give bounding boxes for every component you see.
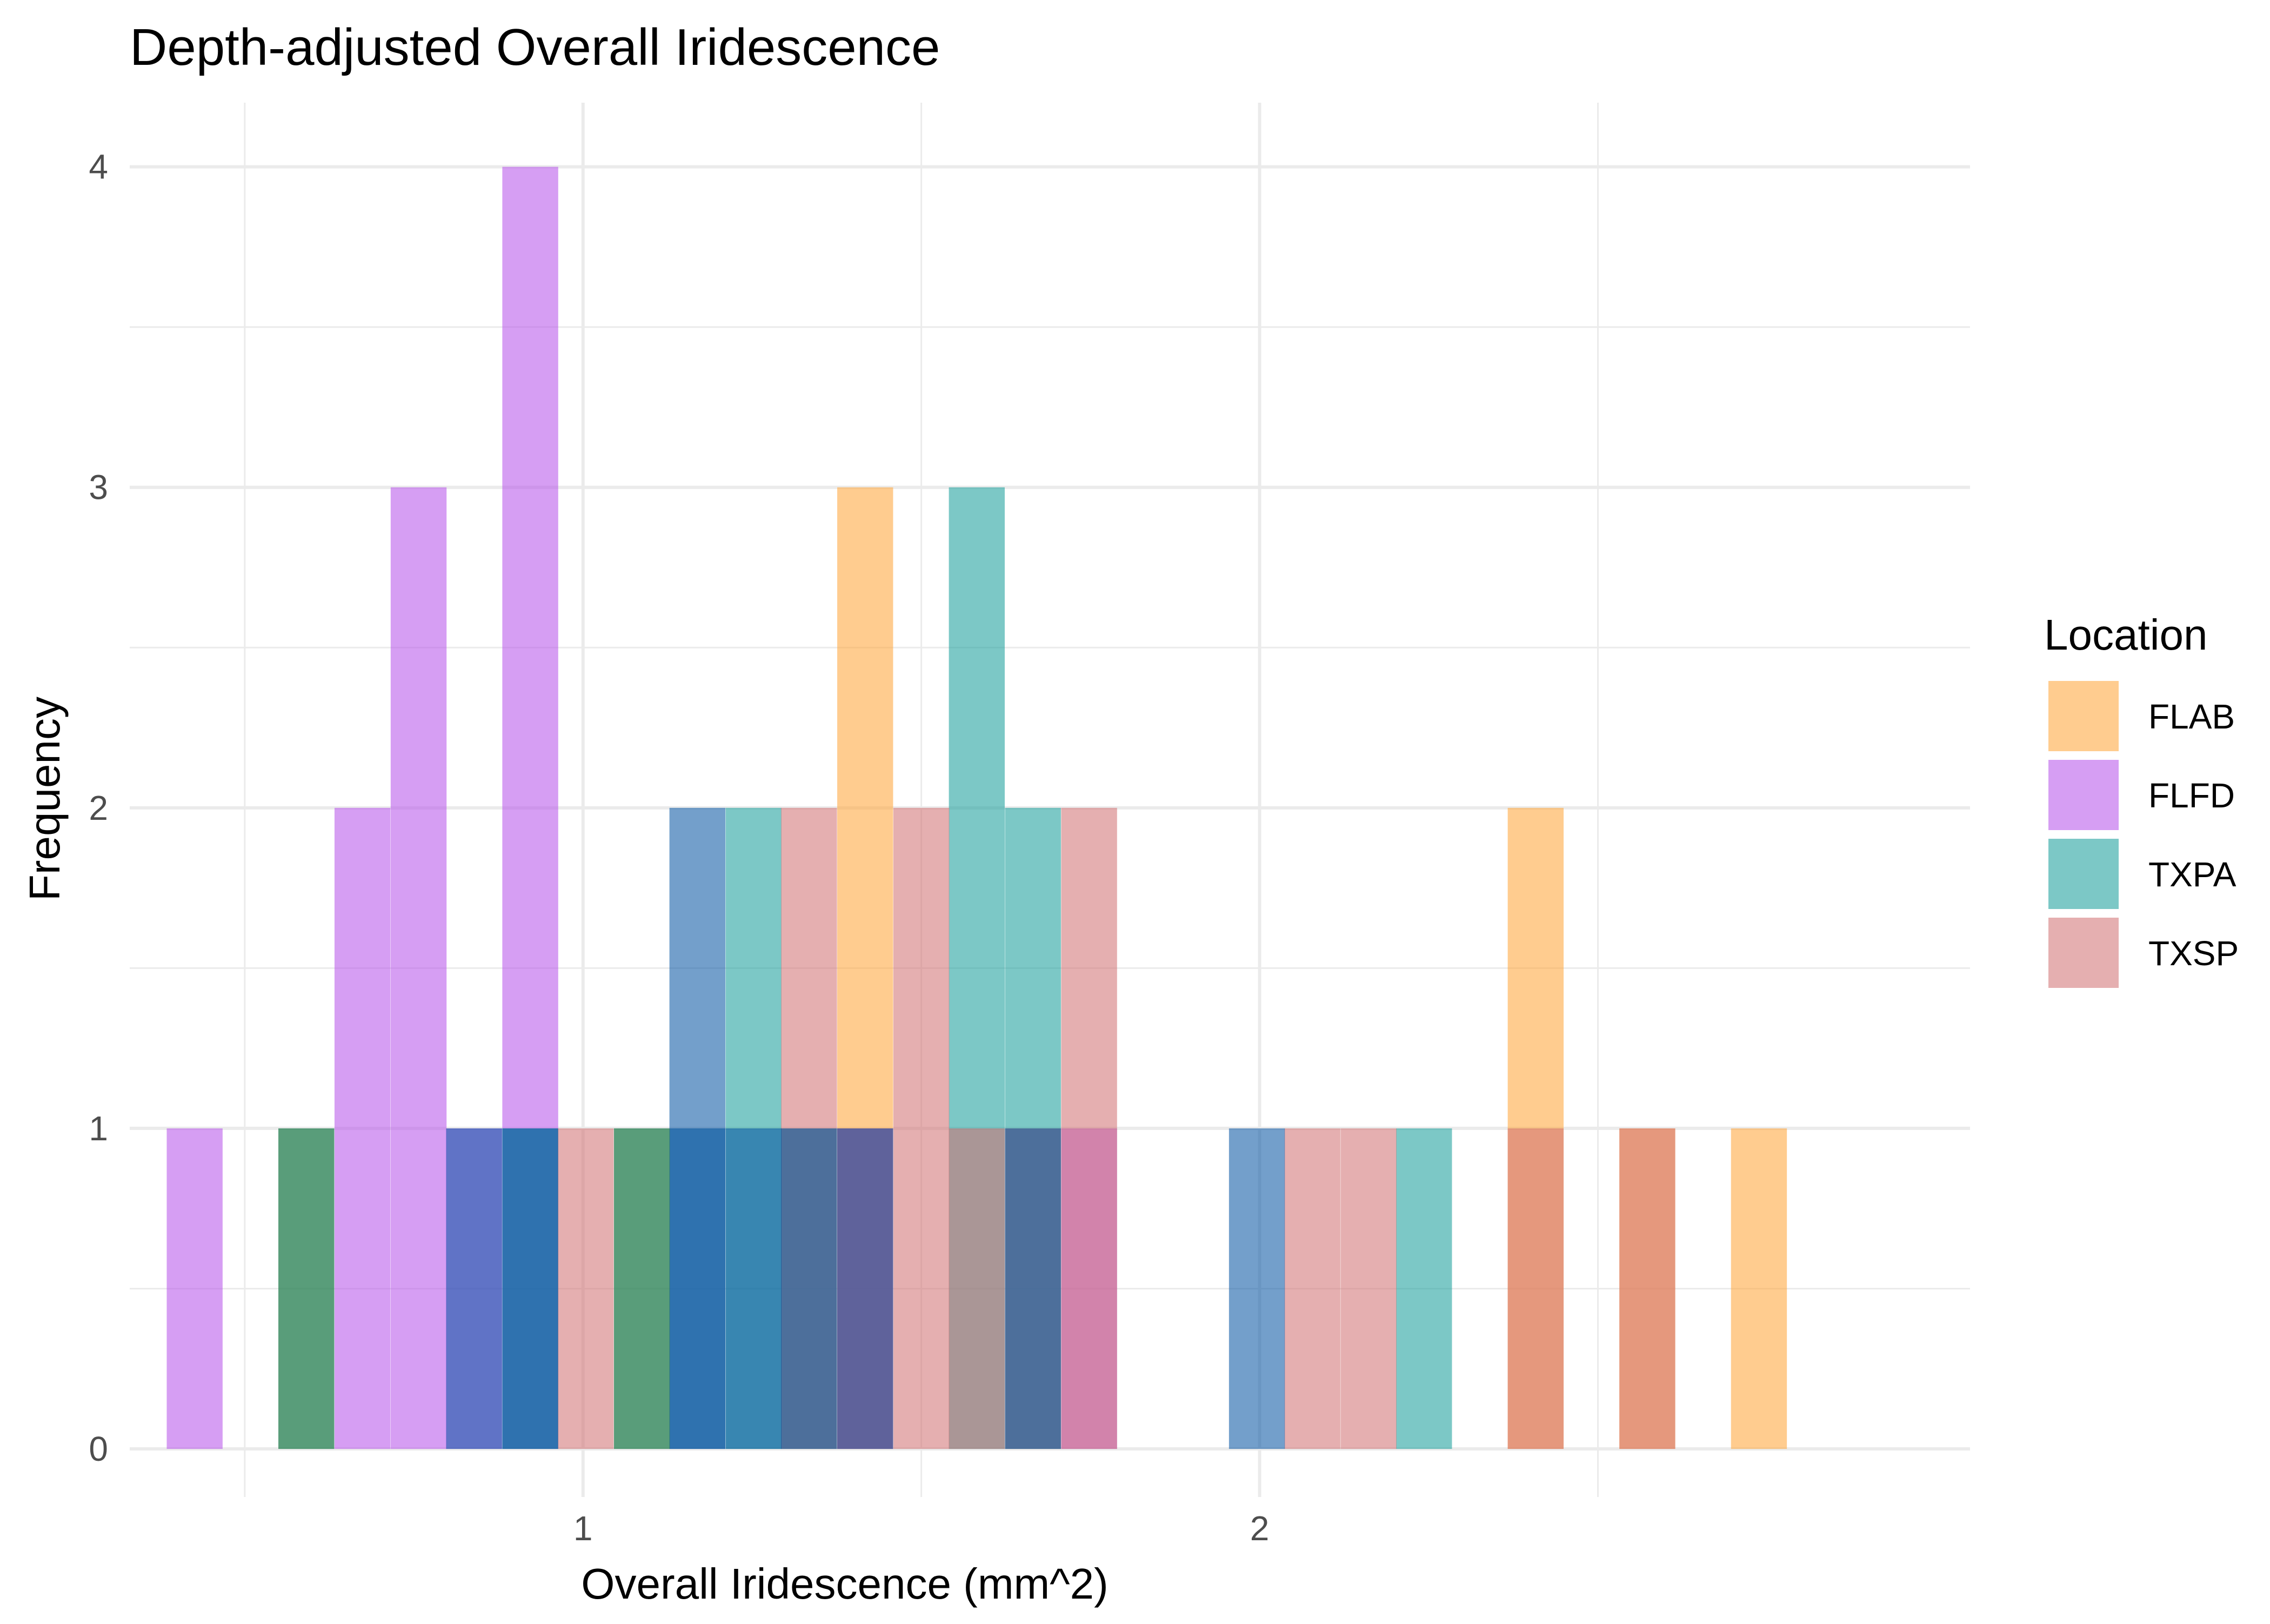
histogram-bar bbox=[446, 1128, 502, 1449]
histogram-bar bbox=[1005, 1128, 1061, 1449]
legend-label: TXSP bbox=[2148, 934, 2239, 973]
y-tick-label: 4 bbox=[89, 148, 108, 186]
x-tick-label: 1 bbox=[573, 1509, 593, 1548]
y-tick-label: 3 bbox=[89, 468, 108, 507]
legend-swatch bbox=[2048, 839, 2119, 909]
chart-title: Depth-adjusted Overall Iridescence bbox=[130, 18, 940, 76]
histogram-bar bbox=[1229, 1128, 1285, 1449]
legend-title: Location bbox=[2044, 611, 2207, 659]
legend: Location FLAB FLFD TXPA TXSP bbox=[2044, 611, 2239, 988]
legend-label: TXPA bbox=[2148, 855, 2236, 894]
histogram-bar bbox=[502, 1128, 558, 1449]
histogram-bar bbox=[949, 1128, 1005, 1449]
histogram-bar bbox=[558, 1128, 614, 1449]
ticks-layer: 1 2 0 1 2 3 4 bbox=[89, 148, 1269, 1548]
y-tick-label: 1 bbox=[89, 1109, 108, 1148]
x-axis-title: Overall Iridescence (mm^2) bbox=[581, 1560, 1109, 1608]
histogram-bar bbox=[334, 807, 391, 1449]
histogram-bar bbox=[669, 807, 725, 1449]
histogram-bar bbox=[1340, 1128, 1397, 1449]
histogram-bar bbox=[613, 1128, 670, 1449]
legend-swatch bbox=[2048, 918, 2119, 988]
histogram-bar bbox=[166, 1128, 223, 1449]
histogram-bar bbox=[1396, 1128, 1452, 1449]
histogram-bar bbox=[1507, 1128, 1564, 1449]
histogram-bar bbox=[1061, 807, 1117, 1449]
histogram-bar bbox=[893, 807, 950, 1449]
histogram-bar bbox=[278, 1128, 335, 1449]
y-axis-title: Frequency bbox=[21, 697, 69, 901]
histogram-bar bbox=[725, 1128, 782, 1449]
legend-label: FLAB bbox=[2148, 697, 2235, 736]
histogram-bar bbox=[390, 487, 447, 1449]
y-tick-label: 2 bbox=[89, 788, 108, 827]
histogram-bar bbox=[781, 1128, 837, 1449]
histogram-bar bbox=[1284, 1128, 1340, 1449]
histogram-bar bbox=[1731, 1128, 1787, 1449]
legend-items: FLAB FLFD TXPA TXSP bbox=[2048, 681, 2239, 988]
x-tick-label: 2 bbox=[1250, 1509, 1270, 1548]
legend-swatch bbox=[2048, 681, 2119, 751]
legend-swatch bbox=[2048, 760, 2119, 830]
histogram-bar bbox=[1619, 1128, 1675, 1449]
legend-label: FLFD bbox=[2148, 776, 2235, 815]
y-tick-label: 0 bbox=[89, 1429, 108, 1468]
bars-layer bbox=[166, 166, 1787, 1449]
histogram-bar bbox=[837, 1128, 893, 1449]
